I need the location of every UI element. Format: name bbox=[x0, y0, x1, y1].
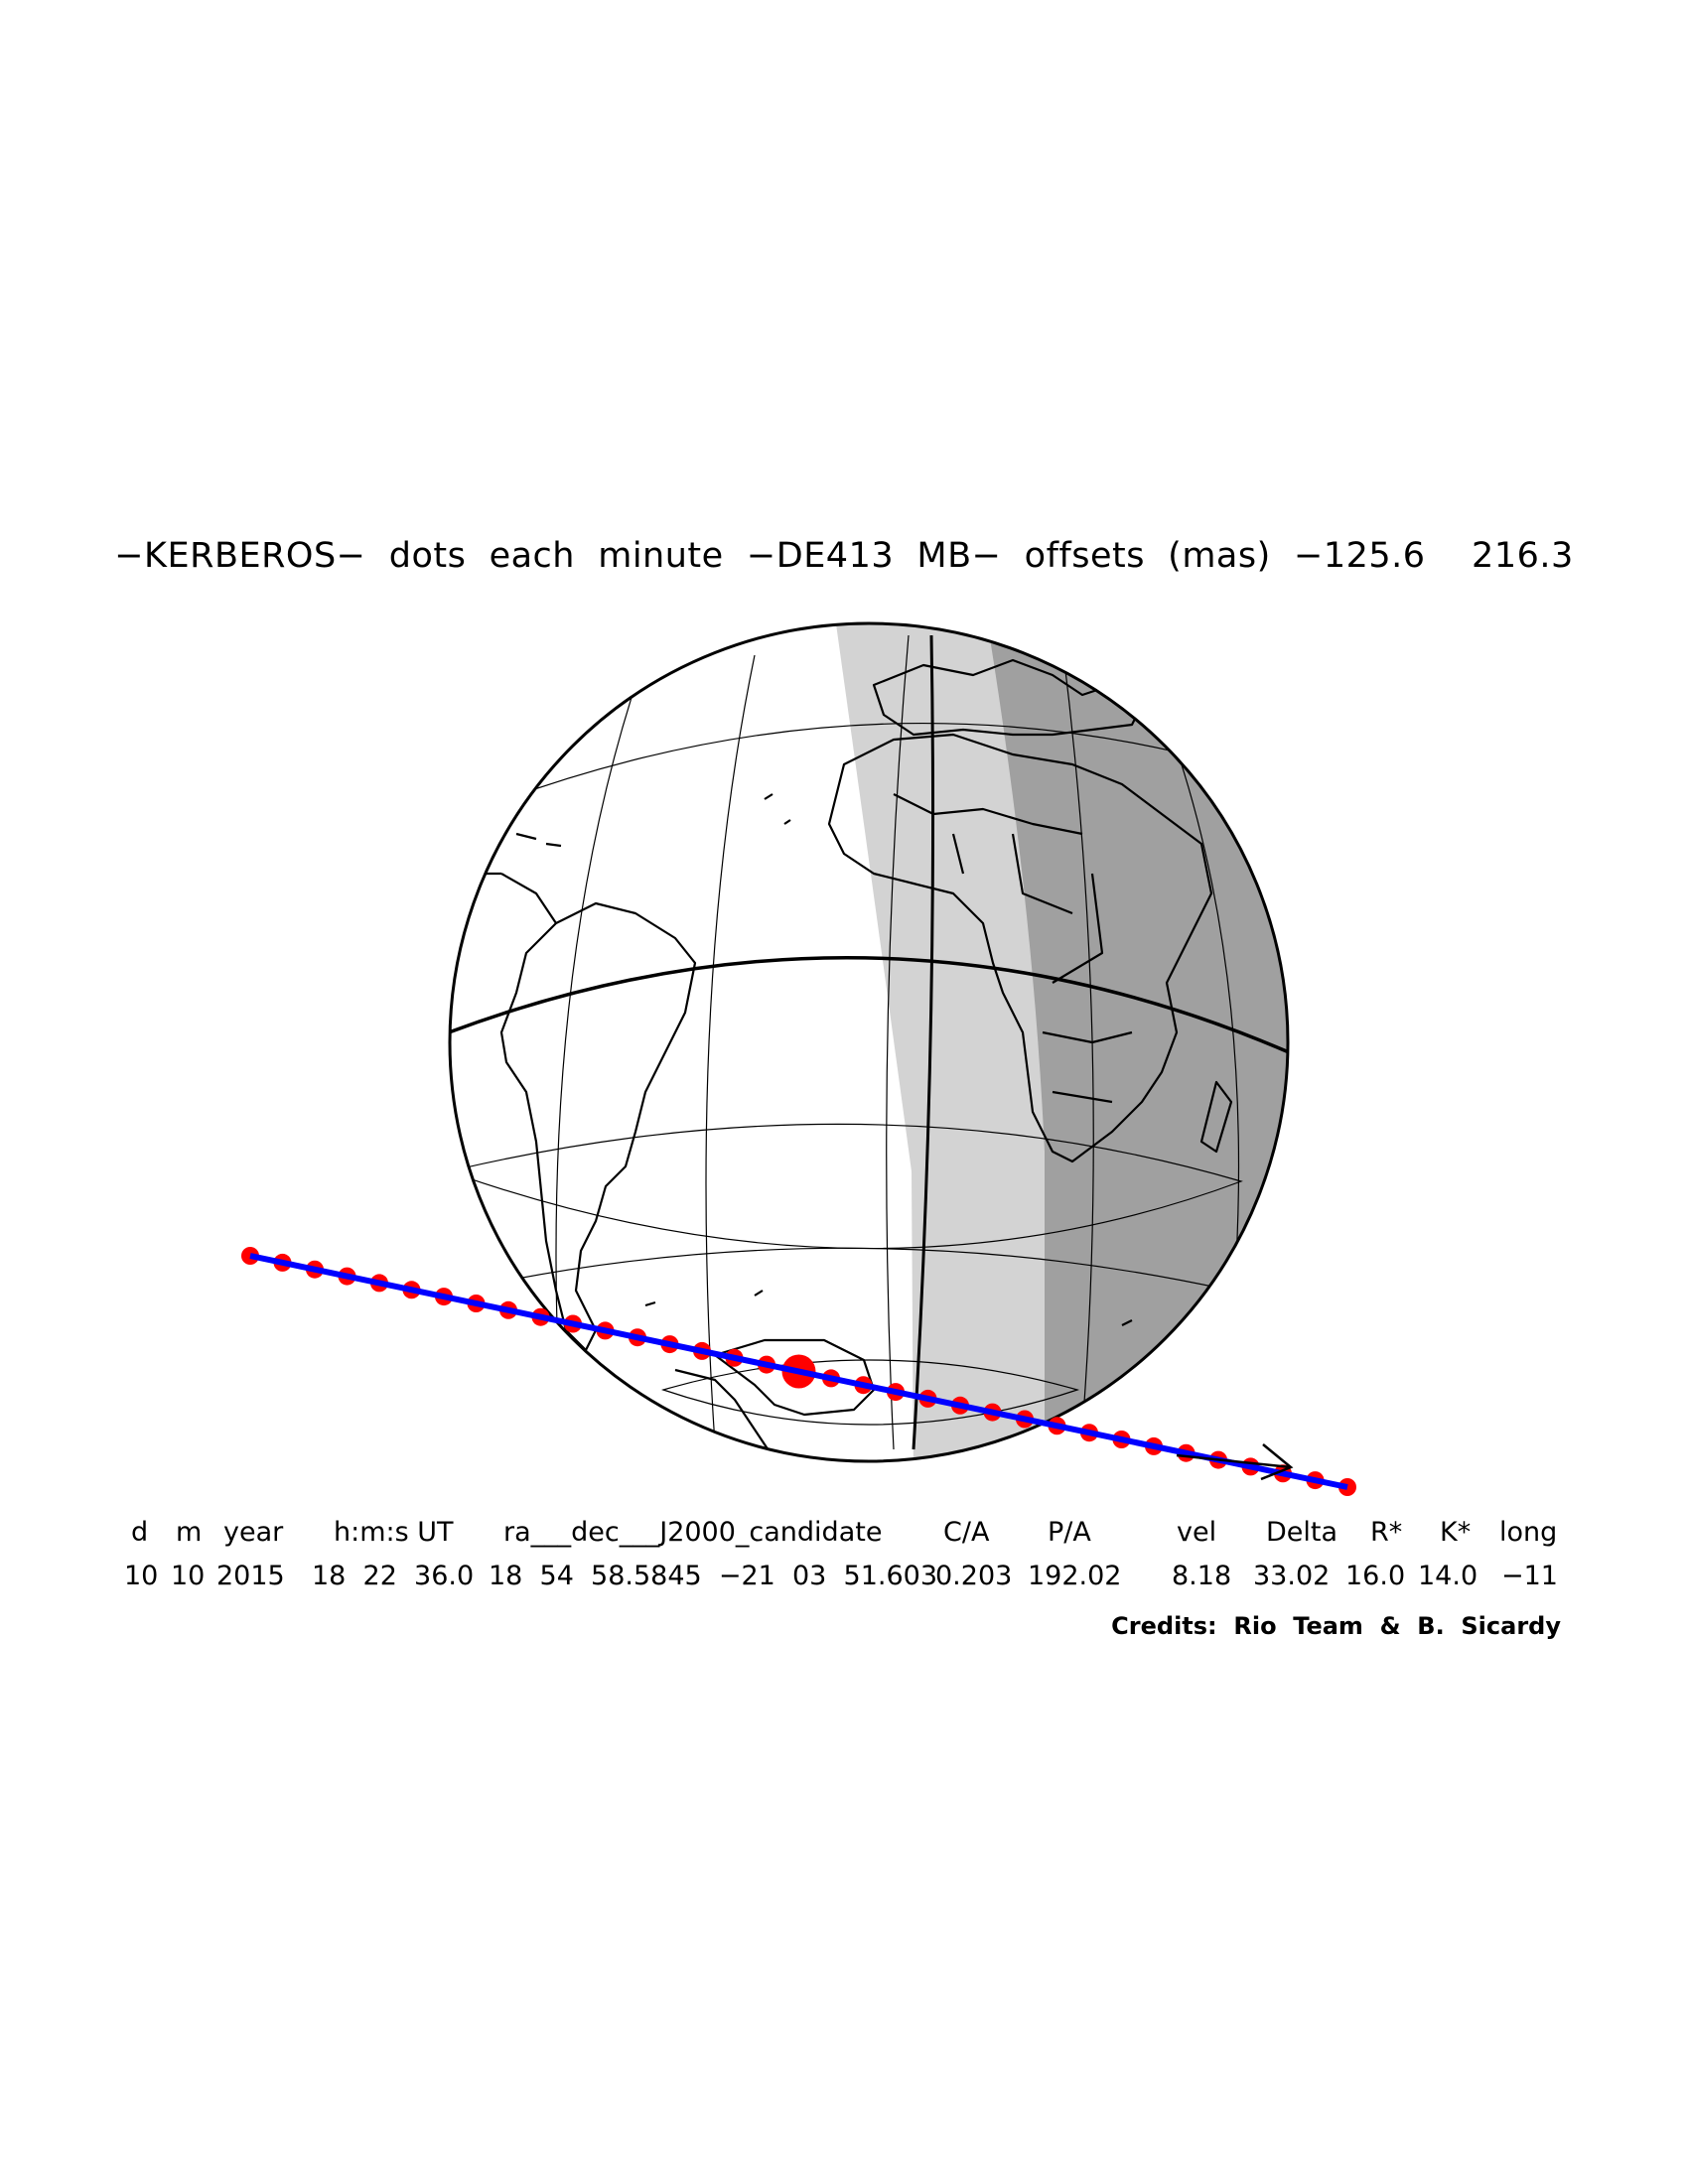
graticule bbox=[450, 634, 1262, 1450]
prime-meridian bbox=[912, 634, 935, 1450]
col-header-vel: vel bbox=[1177, 1517, 1217, 1548]
africa-outline bbox=[827, 733, 1213, 1163]
value-ca: 0.203 bbox=[935, 1561, 1013, 1591]
value-coords: 18 54 58.5845 −21 03 51.603 bbox=[489, 1561, 937, 1591]
col-header-year: year bbox=[223, 1517, 284, 1548]
occultation-track-line bbox=[249, 1253, 1348, 1490]
value-pa: 192.02 bbox=[1028, 1561, 1122, 1591]
value-year: 2015 bbox=[216, 1561, 285, 1591]
value-d: 10 bbox=[124, 1561, 159, 1591]
col-header-d: d bbox=[131, 1517, 149, 1548]
value-time: 18 22 36.0 bbox=[312, 1561, 475, 1591]
col-header-coords: ra___dec___J2000_candidate bbox=[503, 1517, 883, 1548]
direction-arrow bbox=[1176, 1443, 1294, 1481]
col-header-long: long bbox=[1499, 1517, 1558, 1548]
credits: Credits: Rio Team & B. Sicardy bbox=[1111, 1612, 1561, 1640]
col-header-pa: P/A bbox=[1048, 1517, 1091, 1548]
col-header-time: h:m:s UT bbox=[334, 1517, 454, 1548]
madagascar-outline bbox=[1199, 1080, 1233, 1154]
value-rstar: 16.0 bbox=[1345, 1561, 1406, 1591]
value-delta: 33.02 bbox=[1253, 1561, 1331, 1591]
value-vel: 8.18 bbox=[1172, 1561, 1232, 1591]
equator bbox=[450, 955, 1288, 1054]
col-header-rstar: R* bbox=[1370, 1517, 1403, 1548]
col-header-ca: C/A bbox=[943, 1517, 990, 1548]
globe-outline bbox=[448, 621, 1290, 1463]
col-header-m: m bbox=[176, 1517, 203, 1548]
value-long: −11 bbox=[1501, 1561, 1558, 1591]
chart-title: −KERBEROS− dots each minute −DE413 MB− o… bbox=[114, 536, 1574, 576]
col-header-kstar: K* bbox=[1440, 1517, 1472, 1548]
antarctica-outline bbox=[674, 1338, 876, 1460]
value-kstar: 14.0 bbox=[1418, 1561, 1478, 1591]
col-header-delta: Delta bbox=[1266, 1517, 1338, 1548]
south-america-outline bbox=[499, 901, 697, 1352]
value-m: 10 bbox=[171, 1561, 206, 1591]
